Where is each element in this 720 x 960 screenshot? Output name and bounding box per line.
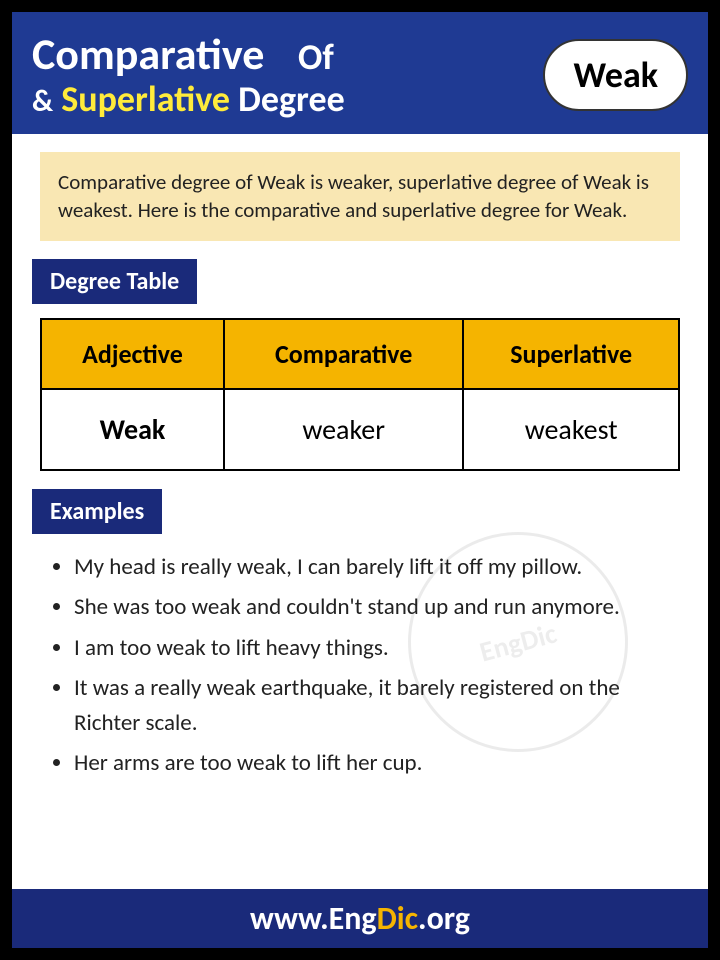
examples-list: My head is really weak, I can barely lif… bbox=[40, 550, 680, 781]
table-row: Weak weaker weakest bbox=[41, 389, 679, 470]
th-superlative: Superlative bbox=[463, 319, 679, 389]
word-badge: Weak bbox=[543, 39, 688, 111]
superlative-word: Superlative bbox=[61, 77, 230, 121]
footer: www.EngDic.org bbox=[12, 889, 708, 948]
comparative-word: Comparative bbox=[32, 27, 264, 81]
td-comparative: weaker bbox=[224, 389, 463, 470]
footer-suffix: .org bbox=[418, 899, 470, 938]
footer-eng: Eng bbox=[329, 899, 377, 938]
header-line2: & Superlative Degree bbox=[32, 80, 528, 120]
td-adjective: Weak bbox=[41, 389, 224, 470]
examples-label: Examples bbox=[32, 489, 162, 534]
list-item: My head is really weak, I can barely lif… bbox=[74, 550, 680, 585]
footer-dic: Dic bbox=[377, 899, 418, 938]
degree-word: Degree bbox=[238, 77, 345, 121]
th-comparative: Comparative bbox=[224, 319, 463, 389]
list-item: I am too weak to lift heavy things. bbox=[74, 631, 680, 666]
footer-prefix: www. bbox=[250, 899, 329, 938]
list-item: It was a really weak earthquake, it bare… bbox=[74, 671, 680, 740]
td-superlative: weakest bbox=[463, 389, 679, 470]
table-header-row: Adjective Comparative Superlative bbox=[41, 319, 679, 389]
th-adjective: Adjective bbox=[41, 319, 224, 389]
intro-text: Comparative degree of Weak is weaker, su… bbox=[40, 152, 680, 241]
list-item: She was too weak and couldn't stand up a… bbox=[74, 590, 680, 625]
header: Comparative Of & Superlative Degree Weak bbox=[12, 12, 708, 134]
list-item: Her arms are too weak to lift her cup. bbox=[74, 746, 680, 781]
header-line1: Comparative Of bbox=[32, 30, 528, 78]
degree-table-label: Degree Table bbox=[32, 259, 197, 304]
header-title-block: Comparative Of & Superlative Degree bbox=[32, 30, 528, 120]
of-word: Of bbox=[298, 35, 334, 79]
content-area: Comparative degree of Weak is weaker, su… bbox=[12, 134, 708, 781]
ampersand: & bbox=[32, 83, 53, 120]
degree-table: Adjective Comparative Superlative Weak w… bbox=[40, 318, 680, 471]
